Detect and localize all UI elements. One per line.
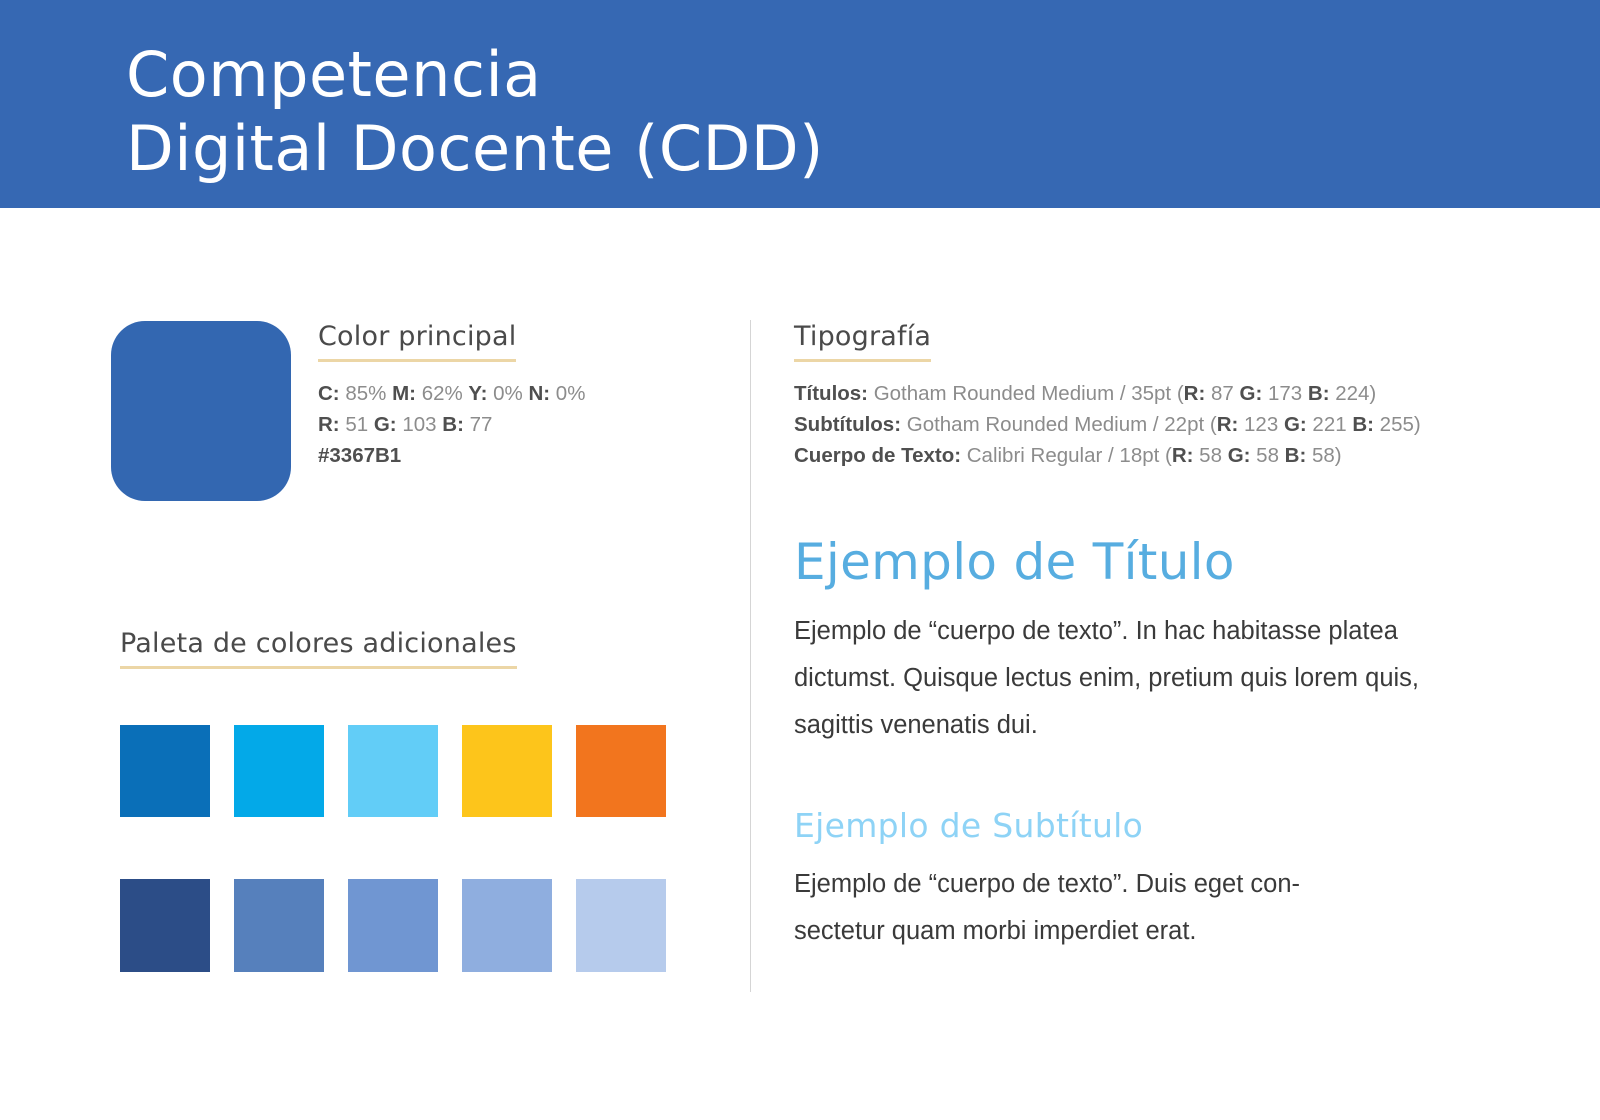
cmyk-line: C: 85% M: 62% Y: 0% N: 0% [318,378,718,409]
cmyk-y-label: Y: [468,382,488,405]
subtitulos-r-label: R: [1216,413,1239,436]
cmyk-y-value: 0% [493,382,523,405]
cuerpo-font: Calibri Regular / 18pt ( [961,444,1172,467]
titulos-r-value: 87 [1205,382,1240,405]
cmyk-n-value: 0% [555,382,586,405]
titulos-b-value: 224) [1329,382,1377,405]
swatch-soft-blue [462,879,552,972]
titulos-r-label: R: [1183,382,1206,405]
subtitulos-g-label: G: [1283,413,1307,436]
color-principal-heading: Color principal [318,321,517,362]
swatch-navy [120,879,210,972]
palette-heading: Paleta de colores adicionales [120,628,517,669]
titulos-g-value: 173 [1262,382,1308,405]
swatch-light-blue [348,725,438,817]
cuerpo-r-label: R: [1171,444,1194,467]
cuerpo-b-label: B: [1284,444,1307,467]
typography-heading: Tipografía [794,321,932,362]
color-principal-specs: C: 85% M: 62% Y: 0% N: 0% R: 51 G: 103 B… [318,378,718,471]
rgb-b-value: 77 [469,413,493,436]
rgb-g-label: G: [373,413,397,436]
sample-body-text: Ejemplo de “cuerpo de texto”. In hac hab… [794,617,1419,739]
palette-row-1 [120,725,720,817]
palette-row-2 [120,879,720,972]
cuerpo-g-label: G: [1227,444,1251,467]
cmyk-m-label: M: [392,382,416,405]
titulos-font: Gotham Rounded Medium / 35pt ( [868,382,1184,405]
typography-line-subtitulos: Subtítulos: Gotham Rounded Medium / 22pt… [794,409,1484,440]
typography-line-cuerpo: Cuerpo de Texto: Calibri Regular / 18pt … [794,440,1484,471]
titulos-label: Títulos: [794,382,869,405]
typography-specs: Títulos: Gotham Rounded Medium / 35pt (R… [794,378,1484,471]
swatch-yellow [462,725,552,817]
cuerpo-b-value: 58) [1306,444,1342,467]
cmyk-n-label: N: [528,382,551,405]
cmyk-m-value: 62% [421,382,463,405]
palette-section: Paleta de colores adicionales [120,628,720,972]
hex-value: #3367B1 [318,444,402,467]
swatch-steel-blue [234,879,324,972]
cmyk-c-value: 85% [345,382,387,405]
header-band: Competencia Digital Docente (CDD) [0,0,1600,208]
subtitulos-label: Subtítulos: [794,413,902,436]
rgb-b-label: B: [442,413,464,436]
typography-line-titulos: Títulos: Gotham Rounded Medium / 35pt (R… [794,378,1484,409]
swatch-medium-blue [348,879,438,972]
subtitulos-g-value: 221 [1306,413,1353,436]
main-color-swatch [111,321,291,501]
sample-subtitle: Ejemplo de Subtítulo [794,806,1144,845]
sample-title: Ejemplo de Título [794,533,1235,591]
cuerpo-r-value: 58 [1193,444,1228,467]
subtitulos-b-value: 255) [1373,413,1421,436]
subtitulos-r-value: 123 [1238,413,1284,436]
type-samples-section: Ejemplo de Título Ejemplo de “cuerpo de … [794,532,1454,955]
rgb-g-value: 103 [402,413,437,436]
sample-body-text-2: Ejemplo de “cuerpo de texto”. Duis eget … [794,870,1301,945]
titulos-g-label: G: [1239,382,1263,405]
swatch-pale-blue [576,879,666,972]
column-divider [750,320,751,992]
swatch-cyan-blue [234,725,324,817]
typography-section: Tipografía Títulos: Gotham Rounded Mediu… [794,321,1484,471]
rgb-r-value: 51 [345,413,369,436]
swatch-orange [576,725,666,817]
swatch-dark-blue [120,725,210,817]
page-title: Competencia Digital Docente (CDD) [126,38,824,185]
color-principal-section: Color principal C: 85% M: 62% Y: 0% N: 0… [318,321,718,471]
cmyk-c-label: C: [318,382,340,405]
rgb-line: R: 51 G: 103 B: 77 [318,409,718,440]
subtitulos-b-label: B: [1352,413,1374,436]
cuerpo-label: Cuerpo de Texto: [794,444,962,467]
subtitulos-font: Gotham Rounded Medium / 22pt ( [901,413,1217,436]
cuerpo-g-value: 58 [1250,444,1285,467]
rgb-r-label: R: [318,413,340,436]
titulos-b-label: B: [1307,382,1330,405]
